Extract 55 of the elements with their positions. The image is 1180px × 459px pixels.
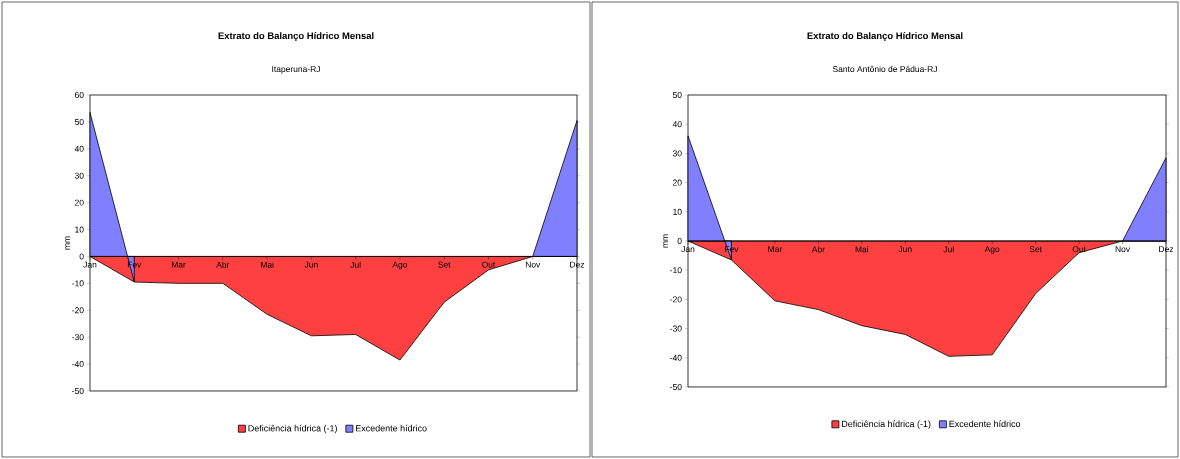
chart-subtitle: Santo Antônio de Pádua-RJ [832,65,937,73]
y-tick-label: -50 [72,387,84,394]
x-tick-label: Jun [304,261,318,268]
y-tick-label: -40 [670,354,682,361]
x-tick-label: Set [1029,246,1042,253]
y-tick-label: -40 [72,361,84,368]
y-tick-label: -10 [72,280,84,287]
x-tick-label: Jan [83,261,97,268]
y-tick-label: -10 [670,267,682,274]
x-tick-label: Nov [525,261,541,268]
y-tick-label: -50 [670,383,682,390]
legend-label: Excedente hídrico [949,420,1021,428]
x-tick-label: Mai [855,246,869,253]
legend-label: Deficiência hídrica (-1) [842,420,931,429]
x-tick-label: Jul [350,261,361,268]
chart-title: Extrato do Balanço Hídrico Mensal [218,32,374,41]
x-tick-label: Jan [681,246,695,253]
y-tick-label: 60 [75,92,84,98]
x-tick-label: Abr [811,246,825,253]
chart-title: Extrato do Balanço Hídrico Mensal [807,32,963,41]
y-tick-label: -20 [72,307,84,314]
x-tick-label: Ago [984,246,1000,254]
x-tick-label: Dez [570,261,585,268]
y-tick-label: -30 [670,325,682,332]
y-tick-label: 20 [672,179,682,186]
legend-label: Deficiência hídrica (-1) [248,424,337,434]
x-tick-label: Mar [171,261,186,268]
x-tick-label: Mai [260,261,274,268]
y-tick-label: -20 [670,296,682,303]
legend-label: Excedente hídrico [356,424,427,432]
y-tick-label: 0 [677,238,682,244]
y-tick-label: -30 [72,334,84,341]
x-tick-label: Nov [1115,246,1131,253]
y-axis-title: mm [65,236,70,250]
x-tick-label: Abr [216,261,230,268]
x-tick-label: Mar [768,246,783,253]
y-tick-label: 10 [673,208,682,215]
y-tick-label: 30 [74,172,84,179]
x-tick-label: Out [1072,246,1086,253]
y-tick-label: 20 [74,199,84,206]
y-tick-label: 40 [74,145,84,152]
x-tick-label: Ago [392,261,408,270]
y-tick-label: 50 [74,118,84,125]
y-tick-label: 30 [672,150,682,157]
x-tick-label: Dez [1159,246,1174,253]
y-tick-label: 40 [672,121,682,128]
x-tick-label: Set [438,261,451,268]
x-tick-label: Jun [898,246,912,253]
y-tick-label: 0 [79,253,84,260]
x-tick-label: Jul [943,246,954,253]
y-tick-label: 10 [75,226,84,233]
y-tick-label: 50 [672,92,682,98]
chart-subtitle: Itaperuna-RJ [272,66,320,74]
x-tick-label: Out [482,261,496,268]
y-axis-title: mm [663,234,668,248]
